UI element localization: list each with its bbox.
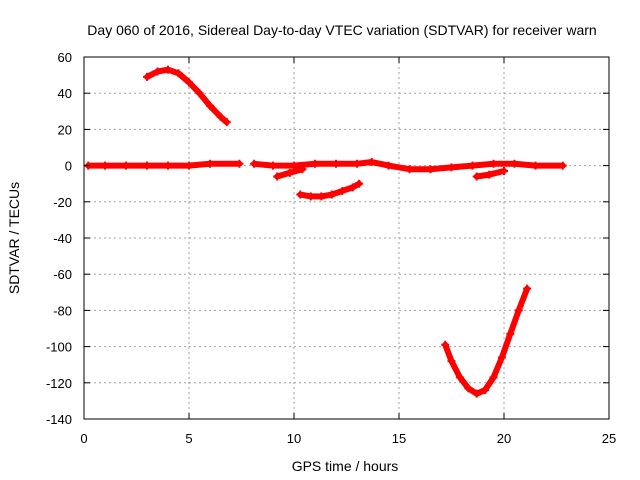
- data-point: [468, 161, 477, 170]
- series-line: [251, 159, 566, 173]
- data-point: [122, 161, 130, 170]
- data-point: [143, 72, 151, 81]
- data-point: [348, 183, 357, 192]
- x-tick-label: 10: [287, 431, 301, 446]
- series-arc-near-zero-2: [250, 157, 567, 174]
- data-point: [174, 69, 183, 78]
- data-point: [290, 161, 298, 170]
- data-point: [472, 172, 481, 181]
- data-point: [332, 159, 340, 168]
- data-point: [426, 165, 435, 174]
- data-point: [164, 65, 172, 74]
- y-tick-label: 60: [58, 50, 72, 65]
- data-point: [472, 389, 481, 398]
- data-point: [514, 306, 523, 315]
- data-point: [455, 373, 464, 382]
- x-tick-label: 0: [80, 431, 87, 446]
- data-point: [447, 357, 456, 366]
- data-point: [367, 157, 376, 166]
- y-axis-label: SDTVAR / TECUs: [6, 182, 22, 294]
- data-point: [269, 161, 277, 170]
- y-tick-label: -140: [46, 412, 72, 427]
- data-point: [216, 112, 225, 121]
- y-tick-label: -60: [53, 267, 72, 282]
- x-tick-label: 25: [602, 431, 616, 446]
- data-point: [235, 159, 244, 168]
- y-tick-label: -120: [46, 376, 72, 391]
- data-point: [506, 329, 515, 338]
- series-line: [85, 160, 243, 169]
- data-point: [447, 163, 456, 172]
- data-point: [327, 190, 336, 199]
- y-tick-label: -80: [53, 303, 72, 318]
- y-tick-label: -100: [46, 340, 72, 355]
- data-point: [489, 373, 498, 382]
- data-point: [206, 101, 214, 110]
- data-point: [531, 161, 540, 170]
- y-tick-label: 20: [58, 122, 72, 137]
- data-point: [311, 159, 319, 168]
- data-point: [441, 340, 450, 349]
- data-point: [500, 167, 508, 176]
- data-point: [489, 159, 498, 168]
- y-tick-label: -40: [53, 231, 72, 246]
- series-arc-negative-16: [296, 179, 364, 201]
- data-point: [481, 386, 490, 395]
- data-point: [298, 165, 307, 174]
- x-tick-label: 15: [392, 431, 406, 446]
- data-point: [338, 186, 347, 195]
- data-point: [464, 384, 473, 393]
- data-point: [510, 159, 519, 168]
- data-point: [143, 161, 151, 170]
- data-point: [355, 179, 364, 188]
- data-point: [405, 165, 414, 174]
- data-point: [285, 168, 294, 177]
- ticks: 0 5 10 15 20 25 -140 -120 -100 -80 -60 -40 -20 0 20 40 6…: [46, 50, 616, 446]
- data-point: [317, 192, 326, 201]
- data-point: [206, 159, 214, 168]
- y-tick-label: 40: [58, 86, 72, 101]
- series-group: [84, 65, 567, 398]
- data-point: [195, 89, 204, 98]
- data-point: [250, 159, 259, 168]
- data-point: [558, 161, 567, 170]
- data-point: [296, 190, 305, 199]
- x-tick-label: 5: [185, 431, 192, 446]
- y-tick-label: 0: [65, 159, 72, 174]
- data-point: [306, 192, 315, 201]
- data-point: [101, 161, 109, 170]
- data-point: [523, 284, 532, 293]
- series-arc-dip-small: [273, 165, 307, 181]
- y-tick-label: -20: [53, 195, 72, 210]
- chart-title: Day 060 of 2016, Sidereal Day-to-day VTE…: [87, 22, 596, 38]
- data-point: [273, 172, 282, 181]
- data-point: [384, 161, 393, 170]
- data-point: [222, 118, 231, 127]
- series-arc-positive-hump: [143, 65, 231, 127]
- data-point: [485, 170, 494, 179]
- data-point: [185, 161, 193, 170]
- data-point: [497, 353, 506, 362]
- data-point: [185, 78, 193, 87]
- data-point: [164, 161, 172, 170]
- x-tick-label: 20: [497, 431, 511, 446]
- x-axis-label: GPS time / hours: [292, 458, 399, 474]
- series-arc-deep-trough: [441, 284, 532, 398]
- data-point: [353, 159, 361, 168]
- series-arc-dip-right: [472, 167, 508, 181]
- data-point: [153, 67, 162, 76]
